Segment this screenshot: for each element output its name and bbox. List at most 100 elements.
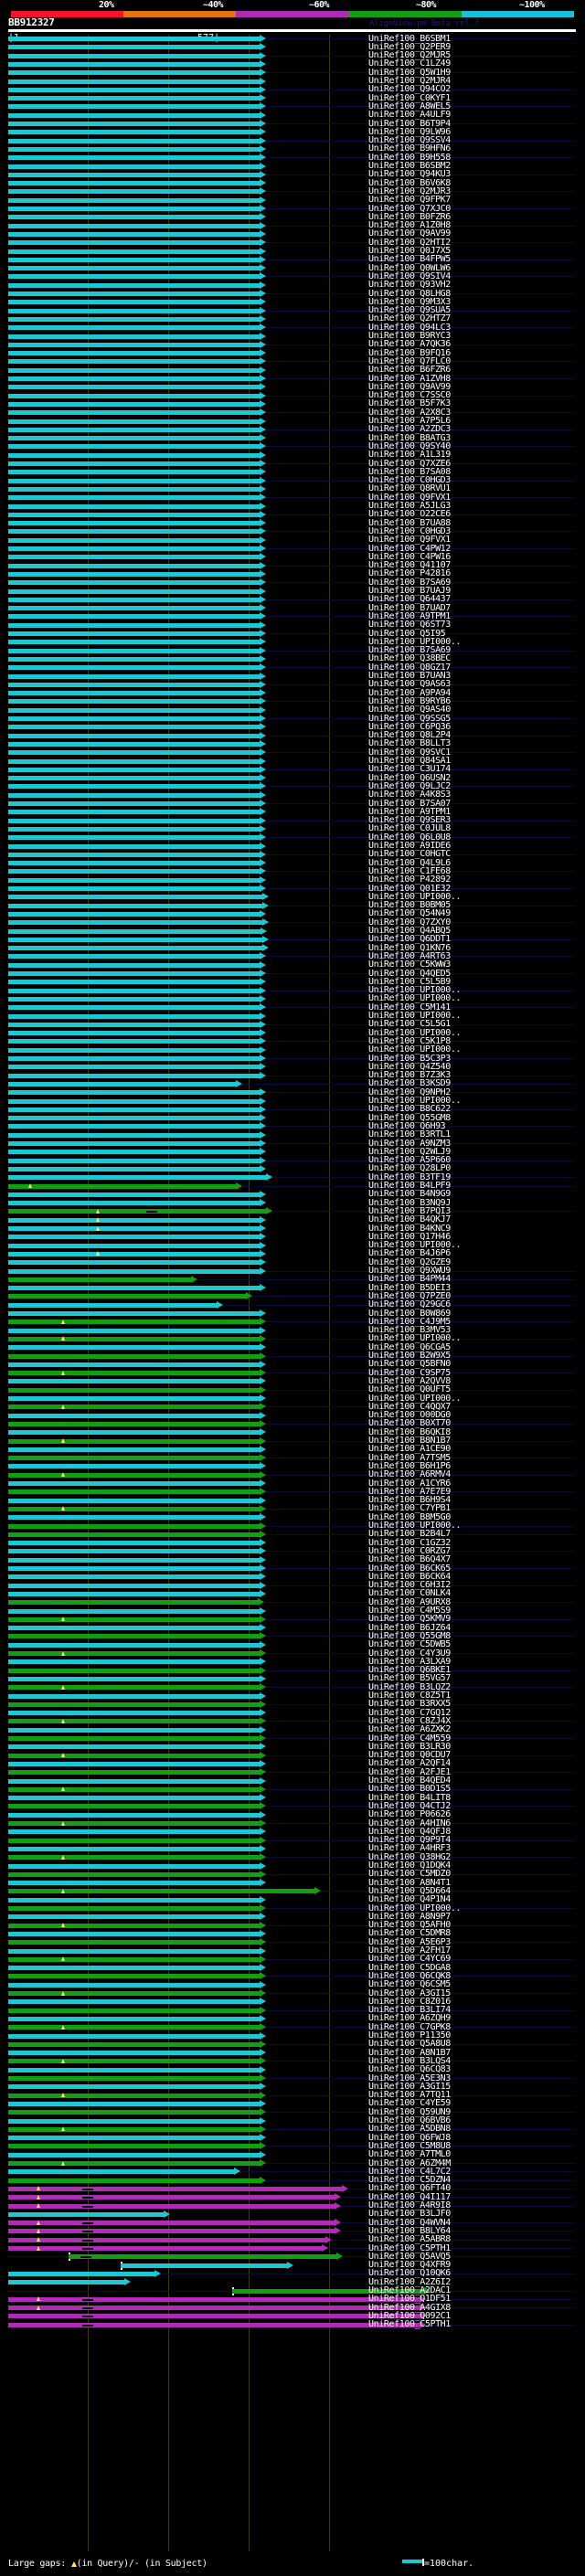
hit-label[interactable]: UniRef100_A4HIN6 <box>368 1818 451 1829</box>
hit-alignment-bar[interactable] <box>8 1456 260 1461</box>
hit-alignment-bar[interactable] <box>8 1821 260 1826</box>
hit-alignment-bar[interactable] <box>8 1005 260 1011</box>
hit-alignment-bar[interactable] <box>8 1320 260 1325</box>
hit-row[interactable]: UniRef100_B4PM44 <box>0 1275 585 1284</box>
hit-alignment-bar[interactable] <box>8 622 260 628</box>
hit-row[interactable]: UniRef100_B8N1B7 <box>0 1436 585 1446</box>
hit-row[interactable]: UniRef100_Q5KMV9 <box>0 1615 585 1624</box>
hit-label[interactable]: UniRef100_Q59UN9 <box>368 2106 451 2117</box>
hit-alignment-bar[interactable] <box>8 478 260 483</box>
hit-alignment-bar[interactable] <box>8 1812 260 1818</box>
hit-alignment-bar[interactable] <box>8 1107 260 1112</box>
hit-label[interactable]: UniRef100_Q6CSM5 <box>368 1979 451 1990</box>
hit-label[interactable]: UniRef100_C4L7C2 <box>368 2166 451 2177</box>
hit-row[interactable]: UniRef100_A4HRF3 <box>0 1844 585 1853</box>
hit-row[interactable]: UniRef100_A4HIN6 <box>0 1818 585 1829</box>
hit-row[interactable]: UniRef100_Q5AFH0 <box>0 1921 585 1930</box>
hit-label[interactable]: UniRef100_B5F7K3 <box>368 398 451 409</box>
hit-row[interactable]: UniRef100_UPI000.. <box>0 1097 585 1106</box>
hit-label[interactable]: UniRef100_Q10QK6 <box>368 2268 451 2279</box>
hit-label[interactable]: UniRef100_B5DEI3 <box>368 1282 451 1293</box>
hit-row[interactable]: UniRef100_Q9SY40 <box>0 441 585 451</box>
hit-alignment-bar[interactable] <box>8 886 260 891</box>
hit-row[interactable]: UniRef100_A7P5L6 <box>0 417 585 426</box>
hit-alignment-bar[interactable] <box>8 1235 260 1240</box>
hit-label[interactable]: UniRef100_C6H3I2 <box>368 1580 451 1591</box>
hit-alignment-bar[interactable] <box>8 2237 325 2242</box>
hit-alignment-bar[interactable] <box>8 282 260 288</box>
hit-label[interactable]: UniRef100_Q55GM8 <box>368 1630 451 1641</box>
hit-label[interactable]: UniRef100_UPI000.. <box>368 1903 462 1913</box>
hit-label[interactable]: UniRef100_C0HGD3 <box>368 525 451 536</box>
hit-alignment-bar[interactable] <box>8 2203 335 2209</box>
hit-row[interactable]: UniRef100_Q6CSM5 <box>0 1979 585 1990</box>
hit-row[interactable]: UniRef100_B5F7K3 <box>0 398 585 409</box>
hit-label[interactable]: UniRef100_A6RMV4 <box>368 1469 451 1480</box>
hit-label[interactable]: UniRef100_A4GIX8 <box>368 2302 451 2313</box>
hit-alignment-bar[interactable] <box>8 1999 260 2005</box>
hit-label[interactable]: UniRef100_C5L5G1 <box>368 1019 451 1030</box>
hit-row[interactable]: UniRef100_B6H1P6 <box>0 1461 585 1470</box>
hit-row[interactable]: UniRef100_B3RXX5 <box>0 1700 585 1709</box>
hit-alignment-bar[interactable] <box>8 1328 260 1333</box>
hit-row[interactable]: UniRef100_Q84SA1 <box>0 757 585 766</box>
hit-row[interactable]: UniRef100_Q2HTI2 <box>0 238 585 247</box>
hit-row[interactable]: UniRef100_Q4QFJ8 <box>0 1827 585 1836</box>
hit-row[interactable]: UniRef100_Q4L9L6 <box>0 858 585 867</box>
hit-alignment-bar[interactable] <box>8 767 260 772</box>
hit-alignment-bar[interactable] <box>8 588 260 594</box>
hit-label[interactable]: UniRef100_B6T9P4 <box>368 118 451 129</box>
hit-alignment-bar[interactable] <box>8 1065 260 1070</box>
hit-alignment-bar[interactable] <box>8 316 260 322</box>
hit-row[interactable]: UniRef100_A8N9P7 <box>0 1912 585 1921</box>
hit-label[interactable]: UniRef100_Q9AS40 <box>368 705 451 716</box>
hit-label[interactable]: UniRef100_Q6FWJ8 <box>368 2132 451 2143</box>
hit-alignment-bar[interactable] <box>8 2178 260 2183</box>
hit-label[interactable]: UniRef100_A6ZQH9 <box>368 2013 451 2024</box>
hit-row[interactable]: UniRef100_B0FZR6 <box>0 212 585 221</box>
hit-alignment-bar[interactable] <box>8 2161 260 2166</box>
hit-row[interactable]: UniRef100_C0HGD3 <box>0 525 585 536</box>
hit-row[interactable]: UniRef100_C5K1P8 <box>0 1036 585 1045</box>
hit-label[interactable]: UniRef100_Q2MJR5 <box>368 50 451 61</box>
hit-row[interactable]: UniRef100_Q64437 <box>0 595 585 604</box>
hit-label[interactable]: UniRef100_C4M5S9 <box>368 1606 451 1616</box>
hit-label[interactable]: UniRef100_Q9NPH2 <box>368 1087 451 1097</box>
hit-row[interactable]: UniRef100_B3LQS4 <box>0 2056 585 2065</box>
hit-label[interactable]: UniRef100_C5PTH1 <box>368 2242 451 2253</box>
hit-alignment-bar[interactable] <box>8 1387 260 1393</box>
hit-alignment-bar[interactable] <box>8 1786 260 1792</box>
hit-alignment-bar[interactable] <box>8 1761 260 1766</box>
hit-label[interactable]: UniRef100_A9IDE6 <box>368 841 451 851</box>
hit-row[interactable]: UniRef100_B8ATG3 <box>0 433 585 442</box>
hit-label[interactable]: UniRef100_Q29GC6 <box>368 1299 451 1310</box>
hit-label[interactable]: UniRef100_Q5I95 <box>368 628 446 639</box>
hit-alignment-bar[interactable] <box>8 699 260 705</box>
hit-row[interactable]: UniRef100_C4PW16 <box>0 552 585 561</box>
hit-label[interactable]: UniRef100_Q9LW96 <box>368 126 451 137</box>
hit-label[interactable]: UniRef100_A7TML0 <box>368 2149 451 2160</box>
hit-row[interactable]: UniRef100_A3GI15 <box>0 1988 585 1998</box>
hit-label[interactable]: UniRef100_Q4CTJ2 <box>368 1800 451 1811</box>
hit-alignment-bar[interactable] <box>8 2051 260 2056</box>
hit-row[interactable]: UniRef100_Q41107 <box>0 561 585 570</box>
hit-label[interactable]: UniRef100_B6CK65 <box>368 1563 451 1574</box>
hit-row[interactable]: UniRef100_B4KNC9 <box>0 1224 585 1233</box>
hit-label[interactable]: UniRef100_B4FPW5 <box>368 254 451 265</box>
hit-label[interactable]: UniRef100_B4N9G9 <box>368 1189 451 1200</box>
hit-alignment-bar[interactable] <box>8 682 260 687</box>
hit-row[interactable]: UniRef100_Q4P1N4 <box>0 1895 585 1904</box>
hit-label[interactable]: UniRef100_Q1DQK4 <box>368 1860 451 1871</box>
hit-row[interactable]: UniRef100_C1FE68 <box>0 865 585 876</box>
hit-label[interactable]: UniRef100_Q9FVX1 <box>368 535 451 546</box>
hit-alignment-bar[interactable] <box>8 1405 260 1410</box>
hit-label[interactable]: UniRef100_C1FE68 <box>368 865 451 876</box>
hit-row[interactable]: UniRef100_B0XT70 <box>0 1419 585 1428</box>
hit-row[interactable]: UniRef100_C0JUL8 <box>0 824 585 833</box>
hit-row[interactable]: UniRef100_B7UAJ9 <box>0 587 585 596</box>
hit-label[interactable]: UniRef100_B7PQI3 <box>368 1205 451 1216</box>
hit-alignment-bar[interactable] <box>8 240 260 246</box>
hit-alignment-bar[interactable] <box>8 45 260 50</box>
hit-row[interactable]: UniRef100_B9H558 <box>0 153 585 162</box>
hit-label[interactable]: UniRef100_A9PA94 <box>368 687 451 698</box>
